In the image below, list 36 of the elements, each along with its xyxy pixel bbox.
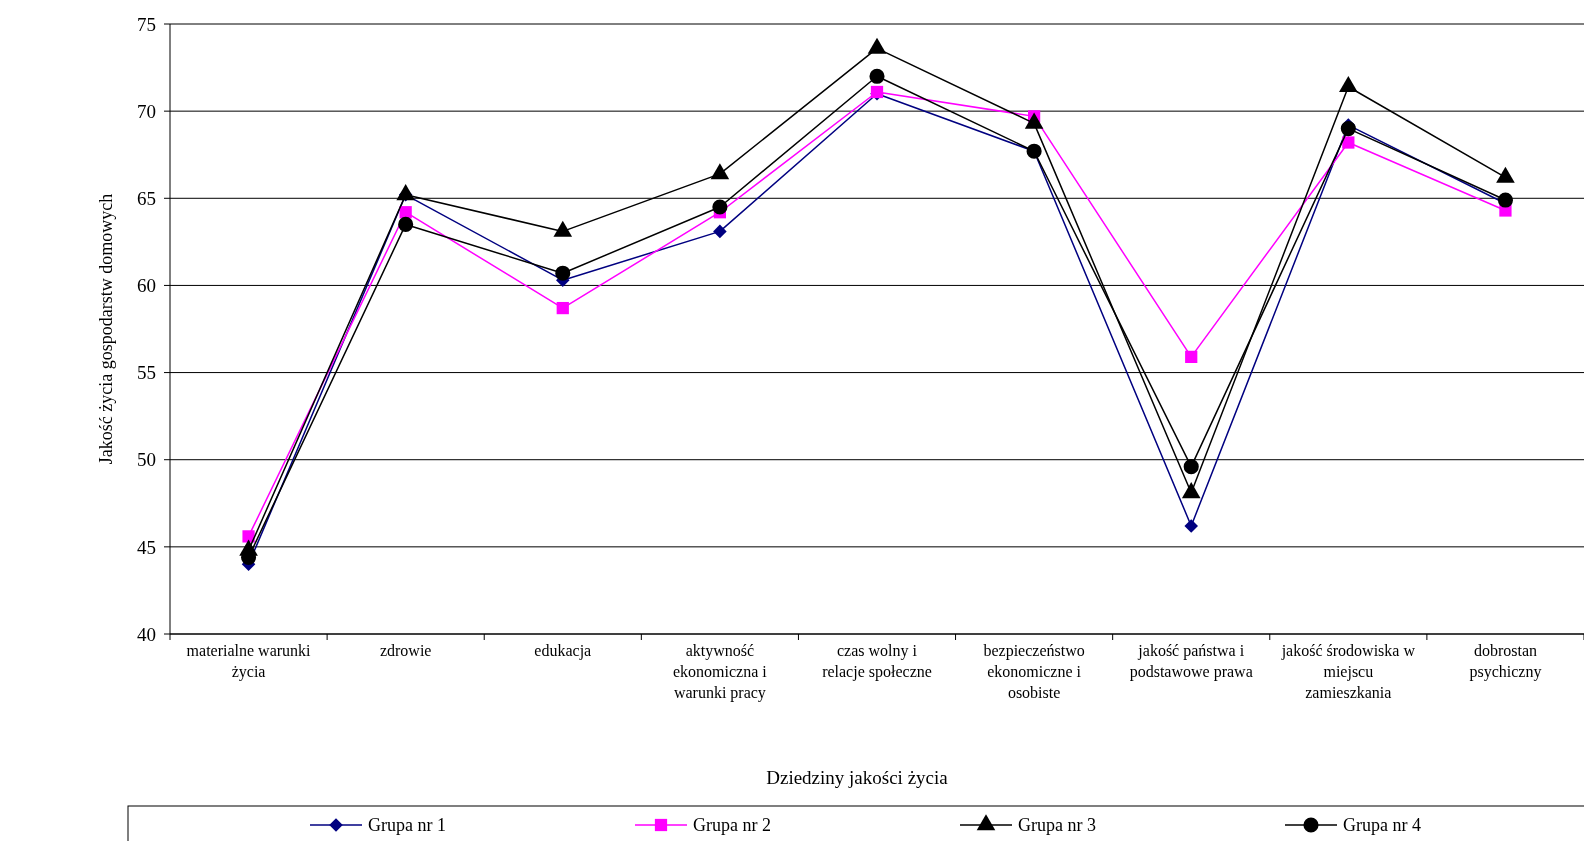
legend-label: Grupa nr 2	[693, 815, 771, 836]
point	[713, 224, 727, 239]
y-tick-label: 40	[137, 623, 156, 645]
point	[398, 216, 414, 232]
point	[556, 301, 569, 315]
point	[1184, 519, 1198, 533]
y-tick-label: 50	[137, 449, 156, 471]
legend-label: Grupa nr 3	[1018, 815, 1096, 836]
y-tick-label: 60	[137, 275, 156, 297]
x-tick-label: jakość państwa i podstawowe prawa	[1129, 642, 1253, 681]
x-tick-label: materialne warunki życia	[186, 642, 312, 681]
point	[712, 199, 728, 215]
x-tick-label: aktywność ekonomiczna i warunki pracy	[673, 642, 768, 702]
x-tick-label: czas wolny i relacje społeczne	[822, 642, 932, 681]
x-tick-label: zdrowie	[379, 642, 432, 659]
y-tick-label: 70	[137, 100, 156, 122]
point	[869, 68, 885, 84]
point	[1185, 350, 1198, 364]
point	[555, 265, 571, 281]
x-tick-label: dobrostan psychiczny	[1469, 642, 1542, 681]
y-tick-label: 75	[137, 13, 156, 35]
legend-label: Grupa nr 1	[368, 815, 446, 836]
x-tick-label: bezpieczeństwo ekonomiczne i osobiste	[983, 642, 1085, 701]
y-tick-label: 55	[137, 362, 156, 384]
point	[1340, 121, 1356, 137]
y-tick-label: 65	[137, 187, 156, 209]
y-axis-title: Jakość życia gospodarstw domowych	[96, 193, 116, 465]
point	[399, 206, 412, 219]
y-tick-label: 45	[137, 536, 156, 558]
point	[1497, 192, 1514, 208]
legend-label: Grupa nr 4	[1343, 815, 1421, 836]
point	[1342, 136, 1355, 149]
point	[1183, 459, 1199, 475]
x-axis-title: Dziedziny jakości życia	[766, 767, 949, 788]
x-tick-label: edukacja	[534, 642, 592, 660]
x-tick-label: jakość środowiska w miejscu zamieszkania	[1280, 642, 1416, 701]
